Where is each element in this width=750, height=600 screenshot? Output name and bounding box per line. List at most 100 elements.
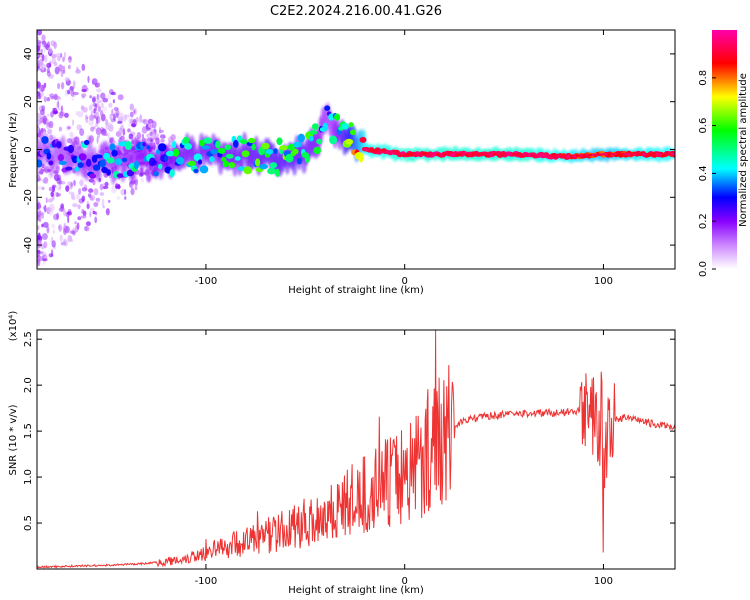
noise-blob xyxy=(81,63,86,71)
noise-blob xyxy=(100,109,104,118)
ridge-blob xyxy=(210,149,218,155)
y-tick-label: 2.5 xyxy=(23,331,34,347)
noise-blob xyxy=(54,66,60,75)
noise-blob xyxy=(43,67,47,72)
ridge-blob xyxy=(176,156,185,165)
ridge-blob xyxy=(165,150,175,157)
ridge-blob xyxy=(67,144,75,154)
noise-blob xyxy=(37,81,40,88)
ridge-blob xyxy=(114,158,123,166)
noise-blob xyxy=(60,69,64,78)
noise-blob xyxy=(170,134,176,141)
ridge-blob xyxy=(348,122,354,128)
noise-blob xyxy=(39,91,45,97)
noise-blob xyxy=(106,94,112,100)
noise-blob xyxy=(127,114,130,118)
noise-blob xyxy=(53,41,57,49)
ridge-blob xyxy=(89,173,97,179)
noise-blob xyxy=(42,40,47,48)
ridge-blob xyxy=(133,160,139,170)
noise-blob xyxy=(39,85,45,92)
noise-blob xyxy=(43,46,46,54)
noise-blob xyxy=(88,193,92,198)
noise-blob xyxy=(95,102,100,108)
noise-blob xyxy=(72,80,76,89)
ridge-blob xyxy=(86,158,92,167)
noise-blob xyxy=(56,174,62,181)
noise-blob xyxy=(102,97,109,103)
ridge-blob xyxy=(164,155,169,162)
noise-blob xyxy=(55,53,62,58)
noise-blob xyxy=(94,216,98,224)
ridge-blob xyxy=(109,143,116,151)
noise-blob xyxy=(37,225,40,231)
ridge-blob xyxy=(293,141,302,148)
ridge-blob xyxy=(57,153,65,162)
noise-blob xyxy=(107,132,111,140)
ridge-blob xyxy=(304,154,310,163)
noise-blob xyxy=(102,132,109,137)
noise-blob xyxy=(58,68,63,72)
ridge-blob xyxy=(153,171,159,177)
ridge-blob xyxy=(328,113,335,121)
noise-blob xyxy=(57,82,61,90)
noise-blob xyxy=(116,196,121,200)
noise-blob xyxy=(83,226,90,232)
noise-blob xyxy=(128,123,131,128)
snr-scale-label: (x10⁴) xyxy=(8,311,19,342)
noise-blob xyxy=(58,126,63,132)
noise-blob xyxy=(99,192,105,196)
noise-blob xyxy=(123,114,127,122)
noise-blob xyxy=(53,93,58,101)
ridge-blob xyxy=(329,135,338,145)
noise-blob xyxy=(153,133,156,139)
noise-blob xyxy=(38,216,42,222)
noise-blob xyxy=(100,126,105,133)
noise-blob xyxy=(68,55,72,63)
noise-blob xyxy=(40,84,45,92)
noise-blob xyxy=(142,171,147,175)
noise-blob xyxy=(39,117,44,122)
ridge-blob xyxy=(71,155,78,164)
noise-blob xyxy=(124,196,127,200)
noise-blob xyxy=(155,133,159,139)
noise-blob xyxy=(96,88,102,93)
noise-blob xyxy=(46,62,52,69)
noise-blob xyxy=(115,183,119,190)
x-tick-label: 0 xyxy=(402,276,408,287)
ridge-blob xyxy=(118,141,127,147)
noise-blob xyxy=(129,103,134,111)
noise-blob xyxy=(117,120,123,124)
ridge-blob xyxy=(273,148,278,155)
noise-blob xyxy=(93,108,96,114)
ridge-blob xyxy=(292,148,299,155)
noise-blob xyxy=(46,97,51,102)
noise-blob xyxy=(81,93,87,98)
noise-blob xyxy=(37,250,41,254)
noise-blob xyxy=(45,197,48,204)
noise-blob xyxy=(40,85,44,91)
spectrogram-ylabel: Frequency (Hz) xyxy=(8,112,19,188)
ridge-blob xyxy=(37,159,43,168)
noise-blob xyxy=(97,134,101,139)
ridge-blob xyxy=(276,137,283,146)
noise-blob xyxy=(38,218,41,222)
noise-blob xyxy=(102,106,108,112)
noise-blob xyxy=(142,125,147,132)
noise-blob xyxy=(40,251,44,255)
ridge-blob xyxy=(41,136,49,144)
noise-blob xyxy=(41,105,46,112)
noise-blob xyxy=(112,113,116,122)
noise-blob xyxy=(140,119,146,123)
noise-blob xyxy=(54,95,60,100)
noise-blob xyxy=(50,111,54,118)
noise-blob xyxy=(81,195,86,202)
noise-blob xyxy=(41,233,48,240)
noise-blob xyxy=(92,179,96,186)
ridge-blob xyxy=(316,138,323,145)
ridge-blob xyxy=(225,153,234,159)
noise-blob xyxy=(110,91,116,96)
y-tick-label: 1.5 xyxy=(23,423,34,439)
noise-blob xyxy=(37,40,42,45)
ridge-blob xyxy=(234,156,241,161)
